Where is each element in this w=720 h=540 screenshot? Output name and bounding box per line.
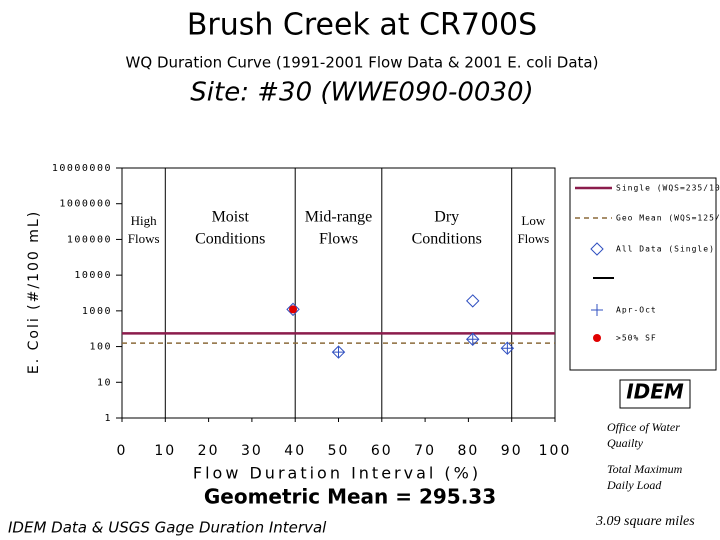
x-tick-label: 90 [501, 443, 523, 459]
office-note: Office of Water [607, 420, 680, 434]
x-tick-label: 30 [241, 443, 263, 459]
legend-label: >50% SF [616, 334, 657, 343]
point [286, 302, 300, 317]
zone-label: Flows [319, 231, 358, 248]
chart-subtitle: WQ Duration Curve (1991-2001 Flow Data &… [126, 54, 599, 72]
x-tick-label: 40 [284, 443, 306, 459]
geometric-mean: Geometric Mean = 295.33 [204, 485, 496, 509]
legend-marker [590, 242, 604, 256]
legend-marker [591, 304, 603, 316]
chart-title: Brush Creek at CR700S [187, 8, 537, 43]
legend-label: Geo Mean (WQS=125/100ml) [616, 214, 720, 223]
plot-frame [121, 167, 556, 419]
zone-label: High [131, 213, 158, 228]
y-tick-label: 10000000 [52, 163, 112, 174]
legend-label: Single (WQS=235/100ml) [616, 184, 720, 193]
y-tick-label: 10 [97, 377, 112, 388]
zone-label: Flows [128, 231, 160, 246]
point [331, 345, 346, 359]
point [500, 341, 515, 355]
y-tick-label: 100 [89, 342, 112, 353]
logo-box [619, 379, 691, 409]
x-tick-label: 10 [154, 443, 176, 459]
x-tick-label: 60 [371, 443, 393, 459]
x-tick-label: 20 [198, 443, 220, 459]
office-note: Quailty [607, 436, 644, 450]
point [289, 305, 298, 314]
x-tick-label: 0 [117, 443, 128, 459]
zone-label: Conditions [195, 231, 265, 248]
x-tick-label: 50 [328, 443, 350, 459]
x-axis-label: Flow Duration Interval (%) [193, 464, 481, 483]
zone-label: Low [521, 213, 545, 228]
zone-label: Mid-range [305, 209, 373, 226]
tmdl-note: Daily Load [606, 478, 662, 492]
legend-marker [593, 334, 601, 342]
logo: IDEM [626, 380, 684, 404]
x-tick-label: 100 [539, 443, 572, 459]
x-tick-label: 80 [457, 443, 479, 459]
y-tick-label: 10000 [74, 270, 112, 281]
y-tick-label: 100000 [67, 234, 112, 245]
site-label: Site: #30 (WWE090-0030) [190, 78, 533, 108]
y-tick-label: 1 [104, 413, 112, 424]
zone-label: Moist [212, 209, 250, 226]
y-tick-label: 1000 [82, 306, 112, 317]
point [466, 333, 479, 346]
area-note: 3.09 square miles [595, 514, 695, 529]
legend-label: All Data (Single) [616, 245, 715, 254]
y-axis-label: E. Coli (#/100 mL) [26, 210, 42, 374]
point [501, 342, 514, 355]
x-tick-label: 70 [414, 443, 436, 459]
y-tick-label: 1000000 [59, 199, 112, 210]
zone-label: Dry [434, 209, 459, 226]
legend-label: Apr-Oct [616, 306, 657, 315]
source-note: IDEM Data & USGS Gage Duration Interval [8, 519, 327, 537]
tmdl-note: Total Maximum [607, 462, 683, 476]
zone-label: Flows [517, 231, 549, 246]
point [332, 346, 345, 359]
point [466, 294, 480, 308]
zone-label: Conditions [412, 231, 482, 248]
